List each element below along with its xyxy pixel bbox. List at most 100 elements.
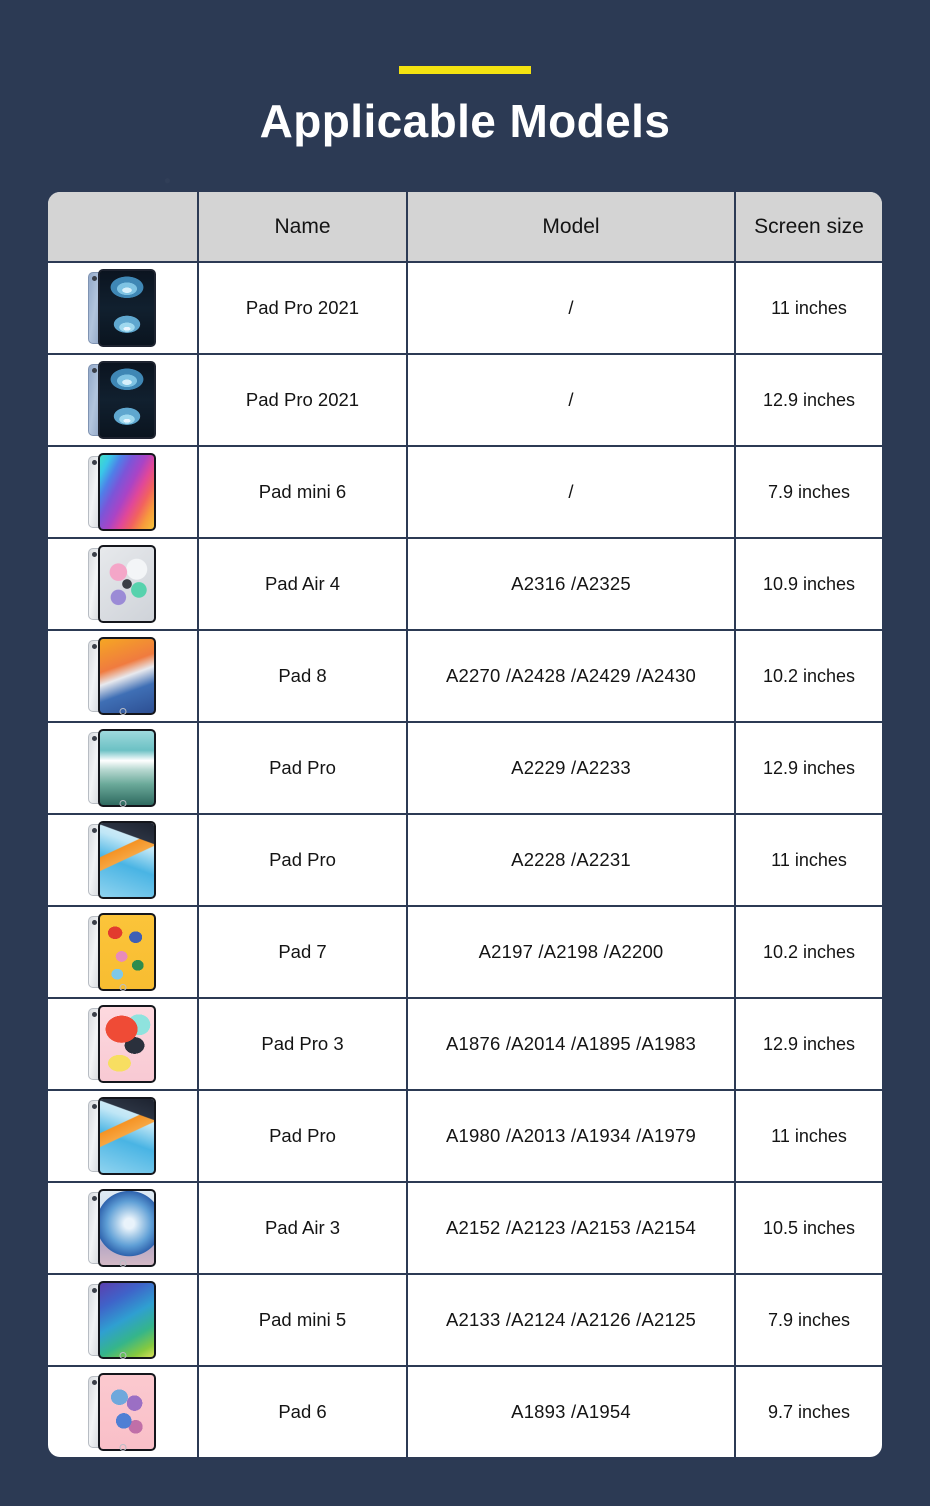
device-screen-wallpaper bbox=[99, 639, 154, 713]
device-name-cell: Pad 7 bbox=[197, 905, 408, 999]
device-name-cell: Pad 6 bbox=[197, 1365, 408, 1457]
device-screen-wallpaper bbox=[99, 455, 154, 529]
device-name-cell: Pad Pro bbox=[197, 813, 408, 907]
device-model-cell: A1893 /A1954 bbox=[406, 1365, 736, 1457]
device-screen-wallpaper bbox=[99, 1007, 154, 1081]
device-size-cell: 11 inches bbox=[734, 813, 882, 907]
device-name-cell: Pad Pro bbox=[197, 721, 408, 815]
device-model-cell: / bbox=[406, 353, 736, 447]
device-camera-icon bbox=[91, 1104, 97, 1109]
device-model-cell: / bbox=[406, 445, 736, 539]
device-size-cell: 12.9 inches bbox=[734, 721, 882, 815]
device-camera-icon bbox=[91, 828, 97, 833]
device-home-button-icon bbox=[119, 708, 126, 715]
table-header: Name Model Screen size bbox=[48, 192, 882, 263]
device-model-cell: A1876 /A2014 /A1895 /A1983 bbox=[406, 997, 736, 1091]
column-header-screen-size: Screen size bbox=[734, 192, 882, 263]
device-size-cell: 9.7 inches bbox=[734, 1365, 882, 1457]
device-name-cell: Pad Pro bbox=[197, 1089, 408, 1183]
device-home-button-icon bbox=[119, 1444, 126, 1451]
device-camera-icon bbox=[91, 552, 97, 557]
device-image-cell bbox=[48, 1181, 199, 1275]
device-screen-wallpaper bbox=[99, 547, 154, 621]
device-image-cell bbox=[48, 1365, 199, 1457]
table-row: Pad Pro 2021/12.9 inches bbox=[48, 353, 882, 447]
table-row: Pad 8 A2270 /A2428 /A2429 /A2430 10.2 inch… bbox=[48, 629, 882, 723]
device-screen-wallpaper bbox=[99, 823, 154, 897]
tablet-ipad-mini-5-gradient-icon bbox=[86, 1279, 160, 1361]
device-image-cell bbox=[48, 537, 199, 631]
device-image-cell bbox=[48, 629, 199, 723]
tablet-ipad-6-pink-icon bbox=[86, 1371, 160, 1453]
table-row: Pad Pro A1980 /A2013 /A1934 /A1979 11 inch… bbox=[48, 1089, 882, 1183]
device-image-cell bbox=[48, 1089, 199, 1183]
device-size-cell: 11 inches bbox=[734, 261, 882, 355]
device-screen-wallpaper bbox=[99, 1375, 154, 1449]
device-camera-icon bbox=[91, 1196, 97, 1201]
device-size-cell: 10.9 inches bbox=[734, 537, 882, 631]
device-camera-icon bbox=[91, 1380, 97, 1385]
device-name-cell: Pad Air 4 bbox=[197, 537, 408, 631]
device-front-panel bbox=[97, 361, 156, 439]
device-camera-icon bbox=[91, 644, 97, 649]
device-front-panel bbox=[97, 913, 156, 991]
device-screen-wallpaper bbox=[99, 1099, 154, 1173]
device-name-cell: Pad Pro 2021 bbox=[197, 353, 408, 447]
device-camera-icon bbox=[91, 276, 97, 281]
tablet-ipad-pro-2021-blue-icon bbox=[86, 359, 160, 441]
device-size-cell: 12.9 inches bbox=[734, 353, 882, 447]
device-screen-wallpaper bbox=[99, 363, 154, 437]
tablet-ipad-air-3-sphere-icon bbox=[86, 1187, 160, 1269]
device-front-panel bbox=[97, 269, 156, 347]
device-home-button-icon bbox=[119, 1260, 126, 1267]
device-home-button-icon bbox=[119, 1352, 126, 1359]
device-name-cell: Pad Pro 3 bbox=[197, 997, 408, 1091]
device-front-panel bbox=[97, 729, 156, 807]
device-name-cell: Pad mini 6 bbox=[197, 445, 408, 539]
table-row: Pad mini 5 A2133 /A2124 /A2126 /A2125 7.9 … bbox=[48, 1273, 882, 1367]
device-model-cell: A2152 /A2123 /A2153 /A2154 bbox=[406, 1181, 736, 1275]
device-front-panel bbox=[97, 1097, 156, 1175]
device-image-cell bbox=[48, 261, 199, 355]
device-name-cell: Pad Air 3 bbox=[197, 1181, 408, 1275]
device-screen-wallpaper bbox=[99, 271, 154, 345]
device-name-cell: Pad 8 bbox=[197, 629, 408, 723]
device-screen-wallpaper bbox=[99, 1283, 154, 1357]
device-front-panel bbox=[97, 1373, 156, 1451]
device-model-cell: A2229 /A2233 bbox=[406, 721, 736, 815]
table-row: Pad Air 3 A2152 /A2123 /A2153 /A2154 10.5 … bbox=[48, 1181, 882, 1275]
device-image-cell bbox=[48, 721, 199, 815]
device-front-panel bbox=[97, 545, 156, 623]
device-front-panel bbox=[97, 1189, 156, 1267]
device-size-cell: 10.5 inches bbox=[734, 1181, 882, 1275]
device-screen-wallpaper bbox=[99, 731, 154, 805]
tablet-ipad-mini-6-colorful-icon bbox=[86, 451, 160, 533]
device-screen-wallpaper bbox=[99, 915, 154, 989]
device-home-button-icon bbox=[119, 984, 126, 991]
tablet-ipad-pro-wave-icon bbox=[86, 727, 160, 809]
device-model-cell: A2133 /A2124 /A2126 /A2125 bbox=[406, 1273, 736, 1367]
device-size-cell: 7.9 inches bbox=[734, 445, 882, 539]
table-row: Pad 6 A1893 /A1954 9.7 inches bbox=[48, 1365, 882, 1457]
device-size-cell: 10.2 inches bbox=[734, 629, 882, 723]
device-name-cell: Pad mini 5 bbox=[197, 1273, 408, 1367]
device-image-cell bbox=[48, 1273, 199, 1367]
device-front-panel bbox=[97, 453, 156, 531]
page-title: Applicable Models bbox=[259, 95, 671, 147]
device-image-cell bbox=[48, 445, 199, 539]
table-row: Pad Air 4 A2316 /A2325 10.9 inches bbox=[48, 537, 882, 631]
device-size-cell: 11 inches bbox=[734, 1089, 882, 1183]
applicable-models-table-container: Name Model Screen size Pad Pro 2021/11 i… bbox=[48, 192, 882, 1457]
table-row: Pad Pro A2229 /A2233 12.9 inches bbox=[48, 721, 882, 815]
table-row: Pad Pro 3 A1876 /A2014 /A1895 /A1983 12.9 … bbox=[48, 997, 882, 1091]
device-image-cell bbox=[48, 997, 199, 1091]
device-model-cell: A2228 /A2231 bbox=[406, 813, 736, 907]
applicable-models-table: Name Model Screen size Pad Pro 2021/11 i… bbox=[48, 192, 882, 1457]
table-row: Pad mini 6/7.9 inches bbox=[48, 445, 882, 539]
device-front-panel bbox=[97, 1005, 156, 1083]
device-front-panel bbox=[97, 1281, 156, 1359]
device-model-cell: / bbox=[406, 261, 736, 355]
tablet-ipad-pro-2021-blue-icon bbox=[86, 267, 160, 349]
device-image-cell bbox=[48, 813, 199, 907]
tablet-ipad-8-orange-blue-icon bbox=[86, 635, 160, 717]
